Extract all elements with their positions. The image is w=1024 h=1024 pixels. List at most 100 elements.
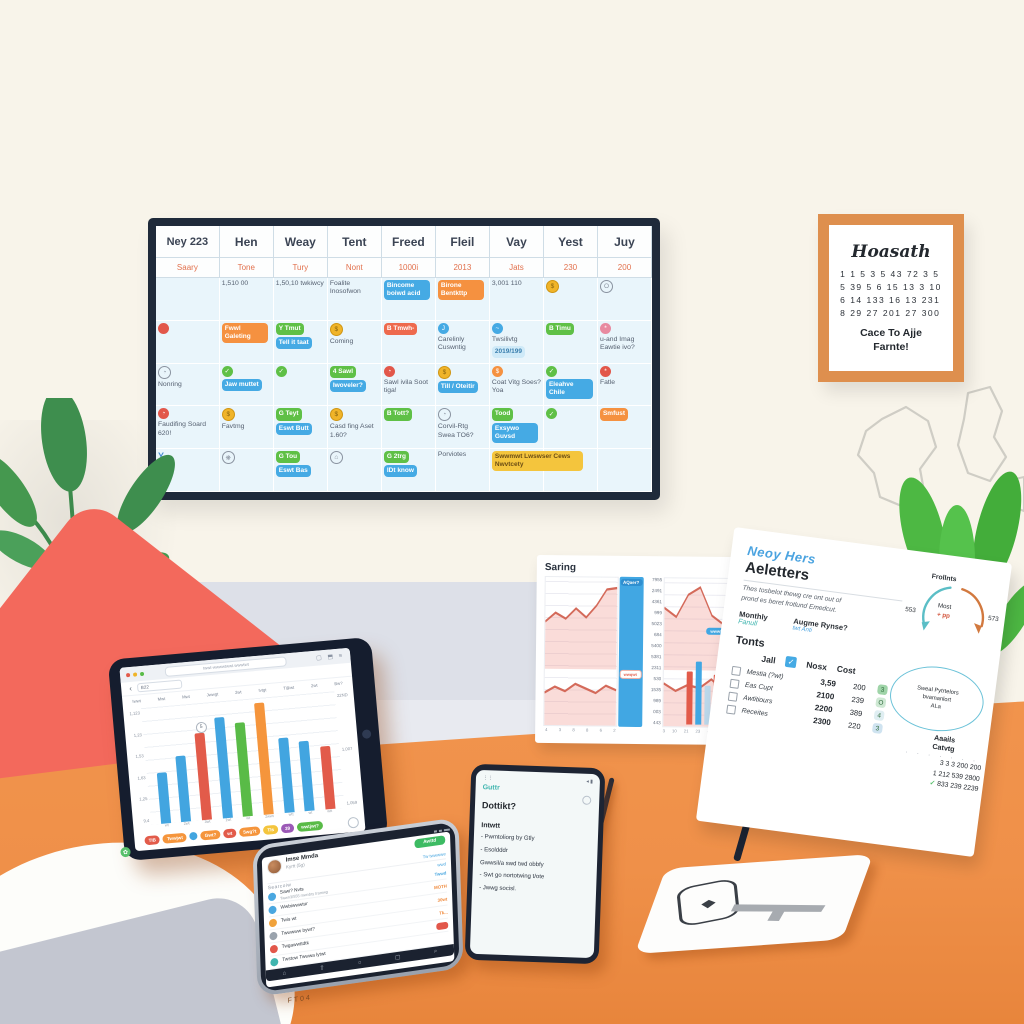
checkbox-checked-icon[interactable]: ✓ [784, 655, 798, 669]
calendar-cell[interactable]: 1,510 00 [219, 278, 274, 321]
chart-bar[interactable] [298, 740, 315, 812]
calendar-cell[interactable]: * u-and Imag Eawtie ivo? [597, 320, 652, 364]
calendar-event-chip[interactable]: IDt know [383, 465, 417, 478]
legend-chip[interactable]: TIB [144, 834, 161, 845]
chart-column-header[interactable]: Ivtgt [258, 687, 267, 693]
calendar-cell[interactable]: Birone Bentkttp [435, 278, 490, 321]
chart-column-header[interactable]: T@wt [282, 684, 295, 691]
calendar-cell[interactable]: Foalite Inosofwon [327, 278, 382, 321]
legend-chip[interactable] [189, 831, 199, 841]
checkbox-icon[interactable] [731, 665, 742, 676]
calendar-cell[interactable]: ✓ Jaw muttet [219, 363, 274, 407]
calendar-cell[interactable]: $ Favtmg [219, 406, 274, 450]
calendar-event-chip[interactable]: Y Tmut [275, 322, 304, 335]
calendar-cell[interactable]: ✓ Eleahve Chile [543, 363, 598, 407]
calendar-cell[interactable]: ◔ Faudifing Soard 620! [156, 406, 220, 450]
whiteboard-tab-jall[interactable]: Jall [760, 653, 777, 666]
calendar-cell[interactable]: O [597, 278, 652, 321]
calendar-cell[interactable]: ~ Twsilivtg 2019/199 [489, 320, 544, 364]
chart-column-header[interactable]: Mwt [181, 693, 191, 700]
calendar-cell[interactable] [156, 278, 220, 321]
calendar-cell[interactable]: G 2trg IDt know [381, 449, 436, 492]
calendar-cell[interactable]: ◔ Corvil-Rtg Swea TO6? [435, 406, 490, 450]
calendar-event-chip[interactable]: Swwmwt Lwswser Cews Nwvtcety [491, 451, 583, 472]
calendar-cell[interactable]: ❋ [219, 449, 274, 492]
calendar-event-chip[interactable]: Eleahve Chile [545, 378, 593, 399]
chart-column-header[interactable]: Bw? [334, 680, 343, 687]
calendar-cell[interactable]: J Carelinly Cuswntig [435, 320, 490, 364]
chart-bar[interactable] [277, 737, 295, 814]
calendar-event-chip[interactable]: G Teyt [275, 408, 302, 421]
chart-bar[interactable] [319, 745, 336, 810]
checkbox-icon[interactable] [729, 678, 740, 689]
checkbox-icon[interactable] [727, 691, 738, 702]
window-close-dot[interactable] [125, 672, 131, 677]
chart-column-header[interactable]: 2wt [310, 682, 318, 689]
legend-chip[interactable]: 39 [280, 822, 295, 833]
calendar-cell[interactable]: Y Tmut Tell it taat [273, 320, 328, 364]
calendar-event-chip[interactable]: B Timu [545, 322, 574, 335]
calendar-cell[interactable]: $ Coming [327, 320, 382, 364]
calendar-event-chip[interactable]: G Tou [275, 451, 301, 464]
chart-column-header[interactable]: Mwt [157, 696, 166, 702]
calendar-cell[interactable]: $ Till / Oteitir [435, 363, 490, 407]
primary-action-button[interactable]: Awttd [414, 835, 446, 849]
calendar-cell[interactable]: Tood Exsywo Guvsd [489, 406, 544, 450]
back-arrow-icon[interactable]: ‹ [128, 683, 133, 694]
legend-chip[interactable]: wwtjwt? [296, 820, 324, 832]
calendar-event-chip[interactable]: 2019/199 [491, 345, 526, 359]
calendar-cell[interactable]: 4 Sawl Iwoveler? [327, 363, 382, 407]
calendar-cell[interactable]: B Tott? [381, 406, 436, 450]
calendar-event-chip[interactable]: Tell it taat [275, 336, 312, 350]
calendar-cell[interactable]: ✓ [543, 406, 598, 450]
whiteboard-tab-nosx[interactable]: Nosx [805, 659, 828, 672]
nav-icon[interactable]: ○ [357, 959, 362, 967]
chart-column-header[interactable]: Iwwt [132, 698, 141, 704]
calendar-event-chip[interactable]: Jaw muttet [221, 378, 262, 391]
chart-column-header[interactable]: Jwwgt [206, 691, 219, 698]
calendar-cell[interactable]: $ [543, 278, 598, 321]
calendar-cell[interactable]: ✓ [273, 363, 328, 407]
calendar-cell[interactable]: $ Coat Vitg Soes? Yoa [489, 363, 544, 407]
nav-icon[interactable]: ⌂ [282, 970, 287, 977]
chart-bar[interactable] [235, 722, 254, 817]
calendar-event-chip[interactable]: Till / Oteitir [437, 380, 478, 393]
calendar-cell[interactable]: 3,001 110 [489, 278, 544, 321]
calendar-cell[interactable]: ⌂ [327, 449, 382, 492]
calendar-cell[interactable] [156, 320, 220, 364]
calendar-event-chip[interactable]: Fwwl Galeting [221, 322, 269, 344]
calendar-event-chip[interactable]: Iwoveler? [329, 379, 366, 392]
calendar-event-chip[interactable]: Bincome boiwd acid [383, 280, 431, 301]
chart-bar[interactable] [254, 702, 274, 815]
nav-icon[interactable]: ▢ [394, 954, 401, 962]
whiteboard-tab-cost[interactable]: Cost [836, 663, 857, 676]
calendar-cell[interactable]: Fwwl Galeting [219, 320, 274, 364]
filter-field[interactable]: B22 [136, 679, 183, 693]
calendar-cell[interactable]: ◔ Sawl ivila Soot tiga! [381, 363, 436, 407]
calendar-event-chip[interactable]: 4 Sawl [329, 365, 357, 378]
calendar-cell[interactable] [597, 449, 652, 492]
nav-icon[interactable]: ⇧ [319, 965, 325, 972]
calendar-cell[interactable]: Porviotes [435, 449, 490, 492]
calendar-event-chip[interactable]: B Tott? [383, 408, 413, 421]
nav-icon[interactable]: ⌕ [433, 948, 438, 955]
calendar-cell[interactable]: G Teyt Eswt Butt [273, 406, 328, 450]
legend-chip[interactable]: wt [222, 827, 237, 838]
calendar-cell[interactable]: Bincome boiwd acid [381, 278, 436, 321]
calendar-cell[interactable]: $ Casd fing Aset 1.60? [327, 406, 382, 450]
browser-toolbar-icons[interactable]: ▢ ⬒ ≡ [315, 653, 345, 662]
legend-chip[interactable]: Twwjwt [162, 832, 188, 844]
calendar-cell[interactable]: * Fatle [597, 363, 652, 407]
calendar-cell[interactable]: Swwmwt Lwswser Cews Nwvtcety [489, 449, 583, 492]
chart-bar[interactable] [175, 755, 192, 823]
window-minimize-dot[interactable] [132, 671, 138, 677]
legend-chip[interactable]: Tls [263, 824, 279, 835]
chart-bar[interactable] [156, 771, 171, 824]
chart-column-header[interactable]: 2wt [234, 689, 242, 695]
calendar-event-chip[interactable]: Eswt Bas [275, 465, 311, 478]
calendar-event-chip[interactable]: G 2trg [383, 451, 409, 464]
calendar-event-chip[interactable]: Birone Bentkttp [437, 280, 485, 301]
calendar-cell[interactable]: 1,50,10 twkiwcy [273, 278, 328, 321]
calendar-cell[interactable]: B Timu [543, 320, 598, 364]
calendar-event-chip[interactable]: Tood [491, 408, 514, 421]
